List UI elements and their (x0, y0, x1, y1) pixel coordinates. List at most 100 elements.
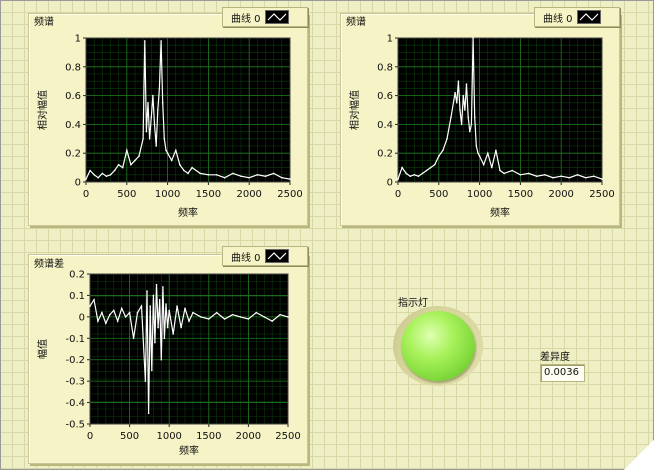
plot-legend[interactable]: 曲线 0 (222, 7, 308, 27)
data-point (97, 176, 99, 179)
x-tick-label: 2500 (275, 431, 300, 442)
plot-legend[interactable]: 曲线 0 (534, 7, 620, 27)
data-point (271, 320, 273, 322)
data-point (495, 149, 497, 152)
data-point (417, 175, 420, 177)
chart-title: 频谱 (34, 17, 54, 28)
x-tick-label: 1000 (155, 189, 180, 200)
data-point (511, 169, 513, 172)
data-point (454, 91, 456, 94)
data-point (166, 326, 169, 329)
difference-value[interactable]: 0.0036 (540, 364, 585, 382)
data-point (519, 174, 522, 176)
data-point (113, 309, 115, 312)
data-point (475, 145, 478, 147)
data-point (264, 175, 267, 177)
line-plot-icon (576, 10, 601, 24)
x-tick-label: 0 (87, 431, 93, 442)
spectrum-chart-1[interactable]: 0 500 1000 1500 2000 2500 0 0.2 0.4 0.6 0.8 1 频率 相对幅值 (28, 28, 306, 224)
y-tick-label: 0 (75, 178, 81, 189)
data-point (462, 94, 465, 97)
data-point (457, 80, 460, 82)
data-point (467, 116, 469, 118)
y-tick-label: 0.8 (65, 62, 81, 73)
data-point (168, 309, 170, 312)
data-point (192, 311, 194, 314)
indicator-led[interactable] (401, 311, 475, 381)
data-point (138, 155, 140, 157)
legend-label: 曲线 0 (231, 13, 261, 25)
data-point (152, 294, 155, 297)
data-point (160, 358, 163, 361)
x-tick-label: 0 (83, 189, 89, 200)
data-point (409, 175, 411, 177)
data-point (140, 305, 143, 307)
data-point (593, 175, 595, 177)
chart-title: 频谱 (346, 17, 366, 28)
data-point (150, 116, 153, 118)
data-point (470, 123, 473, 126)
y-tick-label: 0.6 (377, 91, 393, 102)
data-point (109, 313, 111, 316)
data-point (109, 174, 112, 176)
data-point (153, 123, 156, 126)
data-point (165, 303, 167, 305)
data-point (232, 172, 234, 175)
y-axis-label: 相对幅值 (348, 90, 361, 130)
data-point (105, 175, 108, 177)
data-point (215, 174, 218, 176)
data-point (130, 163, 132, 166)
data-point (499, 169, 501, 172)
x-axis-label: 频率 (490, 206, 510, 219)
x-tick-label: 2000 (236, 189, 261, 200)
data-point (240, 175, 242, 177)
data-point (473, 116, 476, 118)
data-point (247, 318, 250, 320)
data-point (487, 152, 489, 154)
x-axis-label: 频率 (178, 206, 198, 219)
x-tick-label: 2500 (589, 189, 614, 200)
plot-legend[interactable]: 曲线 0 (222, 246, 308, 266)
data-point (142, 138, 144, 140)
data-point (552, 176, 554, 179)
data-point (239, 316, 242, 318)
data-point (89, 169, 91, 172)
data-point (568, 176, 571, 179)
data-point (207, 174, 210, 176)
data-point (263, 316, 265, 318)
data-point (438, 155, 440, 157)
y-tick-label: 1 (75, 34, 81, 45)
y-tick-label: 0.4 (377, 120, 393, 131)
data-point (460, 123, 463, 126)
data-point (146, 290, 148, 292)
spectrum-chart-2[interactable]: 0 500 1000 1500 2000 2500 0 0.2 0.4 0.6 0.8 1 频率 相对幅值 (340, 28, 618, 224)
y-tick-label: -0.1 (65, 334, 85, 345)
spectrum-diff-chart[interactable]: 0 500 1000 1500 2000 2500 -0.5 -0.4 -0.3 -0.2 -0.1… (28, 268, 306, 462)
y-tick-label: 0.2 (69, 270, 85, 281)
data-point (429, 166, 432, 169)
line-plot-icon (264, 10, 289, 24)
data-point (405, 172, 407, 175)
data-point (158, 298, 161, 301)
data-point (155, 145, 157, 147)
data-point (165, 149, 167, 152)
data-point (281, 176, 283, 179)
data-point (442, 149, 444, 152)
data-point (116, 320, 119, 322)
data-point (170, 159, 173, 162)
x-tick-label: 1500 (508, 189, 533, 200)
y-tick-label: 0.4 (65, 120, 81, 131)
data-point (120, 307, 123, 310)
data-point (163, 138, 166, 140)
data-point (477, 152, 479, 154)
data-point (128, 311, 131, 314)
data-point (93, 174, 95, 176)
y-tick-label: 0.6 (65, 91, 81, 102)
data-point (101, 172, 104, 175)
data-point (401, 166, 403, 169)
x-axis-label: 频率 (179, 444, 199, 457)
data-point (155, 283, 158, 286)
data-point (231, 313, 234, 316)
data-point (117, 163, 120, 166)
data-point (144, 40, 146, 42)
